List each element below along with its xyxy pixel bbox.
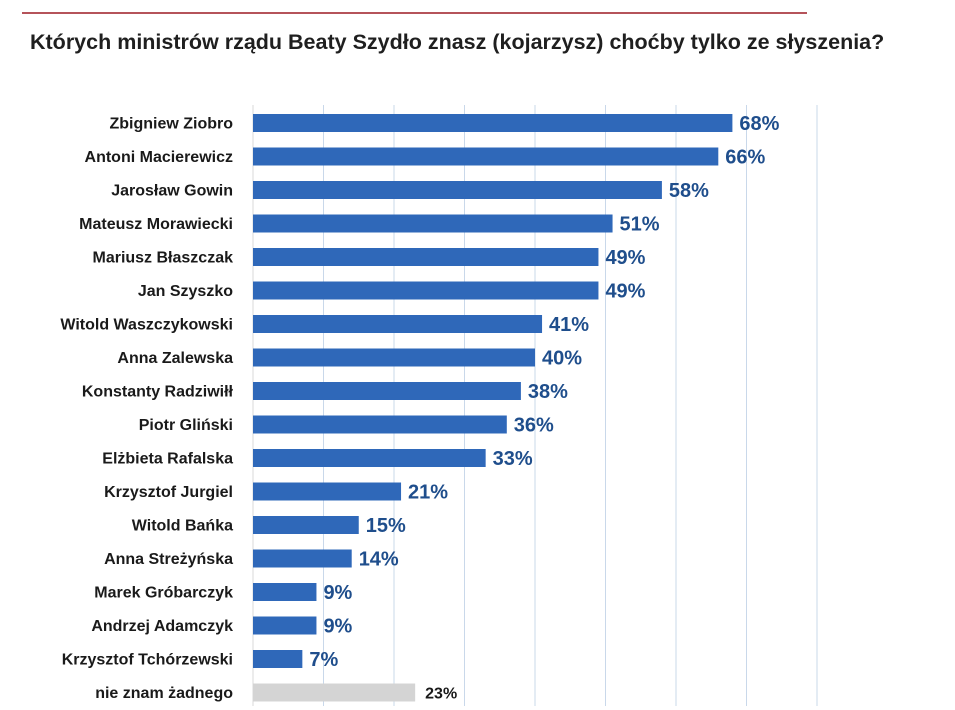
- category-label: Krzysztof Jurgiel: [104, 484, 233, 501]
- category-label: Antoni Macierewicz: [85, 149, 233, 166]
- category-label: Piotr Gliński: [139, 417, 233, 434]
- data-label: 58%: [669, 180, 709, 202]
- bar: [253, 214, 613, 233]
- data-label: 41%: [549, 314, 589, 336]
- bar: [253, 382, 521, 400]
- data-label: 66%: [725, 147, 765, 169]
- data-label: 38%: [528, 381, 568, 403]
- category-label: Jan Szyszko: [138, 283, 233, 300]
- bar: [253, 348, 535, 367]
- bar: [253, 315, 543, 333]
- data-label: 36%: [514, 415, 554, 437]
- data-label: 7%: [309, 649, 338, 671]
- data-label: 14%: [359, 549, 399, 571]
- bar: [253, 549, 352, 568]
- bar: [253, 248, 599, 266]
- category-label: Witold Waszczykowski: [60, 317, 233, 334]
- bar: [253, 449, 486, 467]
- category-label: Marek Gróbarczyk: [94, 585, 233, 602]
- category-label: Andrzej Adamczyk: [91, 618, 233, 635]
- bar: [253, 114, 733, 132]
- data-label: 33%: [493, 448, 533, 470]
- bar: [253, 650, 303, 668]
- data-label: 49%: [605, 281, 645, 303]
- bar: [253, 616, 317, 635]
- bar: [253, 181, 662, 199]
- category-label: Jarosław Gowin: [111, 183, 233, 200]
- data-label: 9%: [323, 582, 352, 604]
- data-label: 51%: [620, 214, 660, 236]
- data-label: 15%: [366, 515, 406, 537]
- bar: [253, 415, 507, 434]
- category-label: Elżbieta Rafalska: [102, 451, 233, 468]
- category-label: Mateusz Morawiecki: [79, 216, 233, 233]
- category-label: Anna Streżyńska: [104, 551, 233, 568]
- category-label: nie znam żadnego: [95, 685, 233, 702]
- bar: [253, 516, 359, 534]
- category-label: Krzysztof Tchórzewski: [62, 652, 233, 669]
- bar: [253, 583, 317, 601]
- bar: [253, 147, 719, 166]
- data-label: 9%: [323, 616, 352, 638]
- bar: [253, 482, 402, 501]
- chart-title: Których ministrów rządu Beaty Szydło zna…: [30, 30, 885, 54]
- top-divider-line: [22, 12, 807, 14]
- bar: [253, 683, 416, 702]
- data-label: 21%: [408, 482, 448, 504]
- data-label: 49%: [605, 247, 645, 269]
- data-label: 40%: [542, 348, 582, 370]
- category-label: Mariusz Błaszczak: [92, 250, 233, 267]
- category-label: Anna Zalewska: [117, 350, 233, 367]
- data-label: 23%: [425, 686, 457, 703]
- category-label: Zbigniew Ziobro: [109, 116, 233, 133]
- category-label: Witold Bańka: [132, 518, 233, 535]
- category-label: Konstanty Radziwiłł: [82, 384, 234, 401]
- data-label: 68%: [739, 113, 779, 135]
- bar: [253, 281, 599, 300]
